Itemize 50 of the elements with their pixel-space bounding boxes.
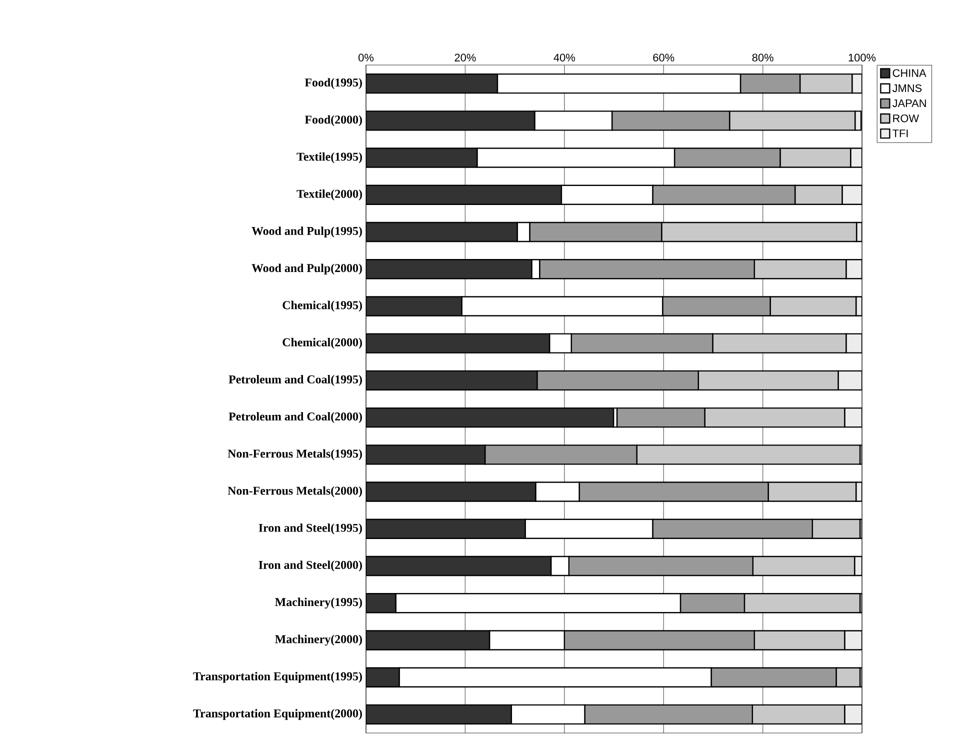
bar xyxy=(366,184,562,205)
bar xyxy=(366,259,532,280)
y-tick-label: Food(1995) xyxy=(304,78,362,89)
y-tick-label: Transportation Equipment(2000) xyxy=(193,709,362,720)
bar xyxy=(366,222,518,242)
y-tick-label: Non-Ferrous Metals(1995) xyxy=(228,449,362,460)
y-tick-label: Wood and Pulp(2000) xyxy=(252,264,362,275)
y-tick-label: Chemical(2000) xyxy=(282,338,362,349)
y-tick-label: Transportation Equipment(1995) xyxy=(193,672,362,683)
bar xyxy=(366,296,462,316)
y-tick-label: Textile(1995) xyxy=(296,152,362,164)
bar xyxy=(366,73,498,94)
y-tick-label: Chemical(1995) xyxy=(282,300,362,312)
y-tick-label: Wood and Pulp(1995) xyxy=(252,226,362,238)
bar xyxy=(366,148,478,168)
legend-label: ROW xyxy=(893,114,919,122)
x-tick-label: 0% xyxy=(358,54,374,62)
y-tick-label: Textile(2000) xyxy=(296,189,362,200)
bar xyxy=(366,556,552,576)
bar xyxy=(844,704,862,725)
bar xyxy=(366,370,538,391)
bar xyxy=(846,259,862,280)
x-tick-label: 100% xyxy=(848,54,876,62)
x-tick-label: 80% xyxy=(752,54,774,62)
legend-label: JMNS xyxy=(892,84,922,92)
legend-label: JAPAN xyxy=(892,99,926,108)
y-tick-label: Petroleum and Coal(1995) xyxy=(228,375,362,386)
y-tick-label: Non-Ferrous Metals(2000) xyxy=(228,486,362,498)
y-tick-label: Petroleum and Coal(2000) xyxy=(228,412,362,423)
x-tick-label: 20% xyxy=(454,54,476,62)
bar xyxy=(366,518,526,539)
x-tick-label: 60% xyxy=(653,54,674,62)
x-tick-label: 40% xyxy=(554,54,575,62)
legend-label: TFI xyxy=(892,130,908,138)
bar xyxy=(366,482,536,502)
bar xyxy=(366,444,486,465)
bar xyxy=(366,110,536,131)
bar xyxy=(366,704,512,725)
y-tick-label: Machinery(1995) xyxy=(275,598,362,609)
bar xyxy=(366,333,550,354)
bar xyxy=(838,370,862,391)
legend-label: CHINA xyxy=(892,69,926,77)
y-tick-label: Iron and Steel(1995) xyxy=(258,523,362,534)
y-tick-label: Iron and Steel(2000) xyxy=(258,560,362,572)
bar xyxy=(366,407,614,428)
y-tick-label: Machinery(2000) xyxy=(275,634,362,646)
bar xyxy=(844,407,862,428)
y-tick-label: Food(2000) xyxy=(304,115,362,126)
bar xyxy=(366,630,490,650)
bar xyxy=(366,593,396,614)
